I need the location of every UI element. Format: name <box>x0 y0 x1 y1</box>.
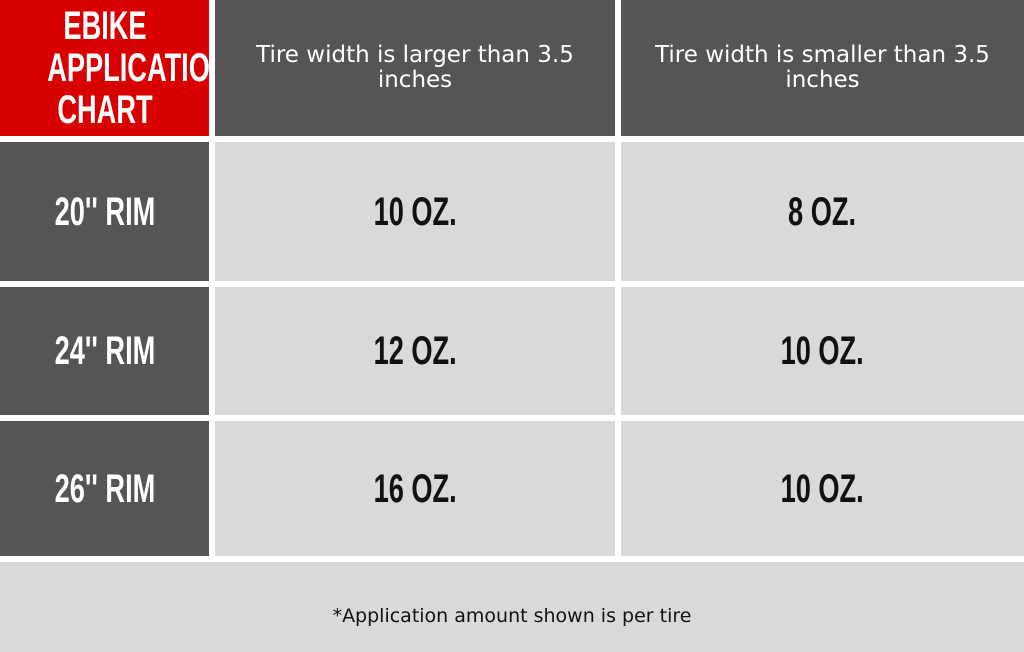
cell-value: 8 OZ. <box>788 189 857 234</box>
footnote-bar: *Application amount shown is per tire <box>0 562 1024 652</box>
table-cell: 12 OZ. <box>215 287 615 415</box>
table-cell: 10 OZ. <box>621 421 1024 556</box>
column-header-large: Tire width is larger than 3.5 inches <box>215 0 615 136</box>
row-label: 24'' RIM <box>54 329 155 373</box>
footnote: *Application amount shown is per tire <box>332 605 692 627</box>
cell-value: 16 OZ. <box>373 466 457 511</box>
cell-value: 10 OZ. <box>780 466 865 511</box>
row-label-26: 26'' RIM <box>0 421 209 556</box>
row-label-20: 20'' RIM <box>0 142 209 281</box>
column-header-small: Tire width is smaller than 3.5 inches <box>621 0 1024 136</box>
column-header-text: Tire width is larger than 3.5 inches <box>256 41 574 93</box>
row-label: 20'' RIM <box>54 189 155 234</box>
chart-title-cell: EBIKE APPLICATION CHART <box>0 0 230 136</box>
cell-value: 12 OZ. <box>373 329 457 373</box>
row-label-24: 24'' RIM <box>0 287 209 415</box>
table-cell: 8 OZ. <box>621 142 1024 281</box>
column-header-text: Tire width is smaller than 3.5 inches <box>655 41 990 93</box>
cell-value: 10 OZ. <box>373 189 457 234</box>
chart-title: EBIKE APPLICATION CHART <box>46 4 230 132</box>
row-label: 26'' RIM <box>54 466 155 511</box>
cell-value: 10 OZ. <box>780 329 865 373</box>
table-cell: 16 OZ. <box>215 421 615 556</box>
table-cell: 10 OZ. <box>621 287 1024 415</box>
table-cell: 10 OZ. <box>215 142 615 281</box>
